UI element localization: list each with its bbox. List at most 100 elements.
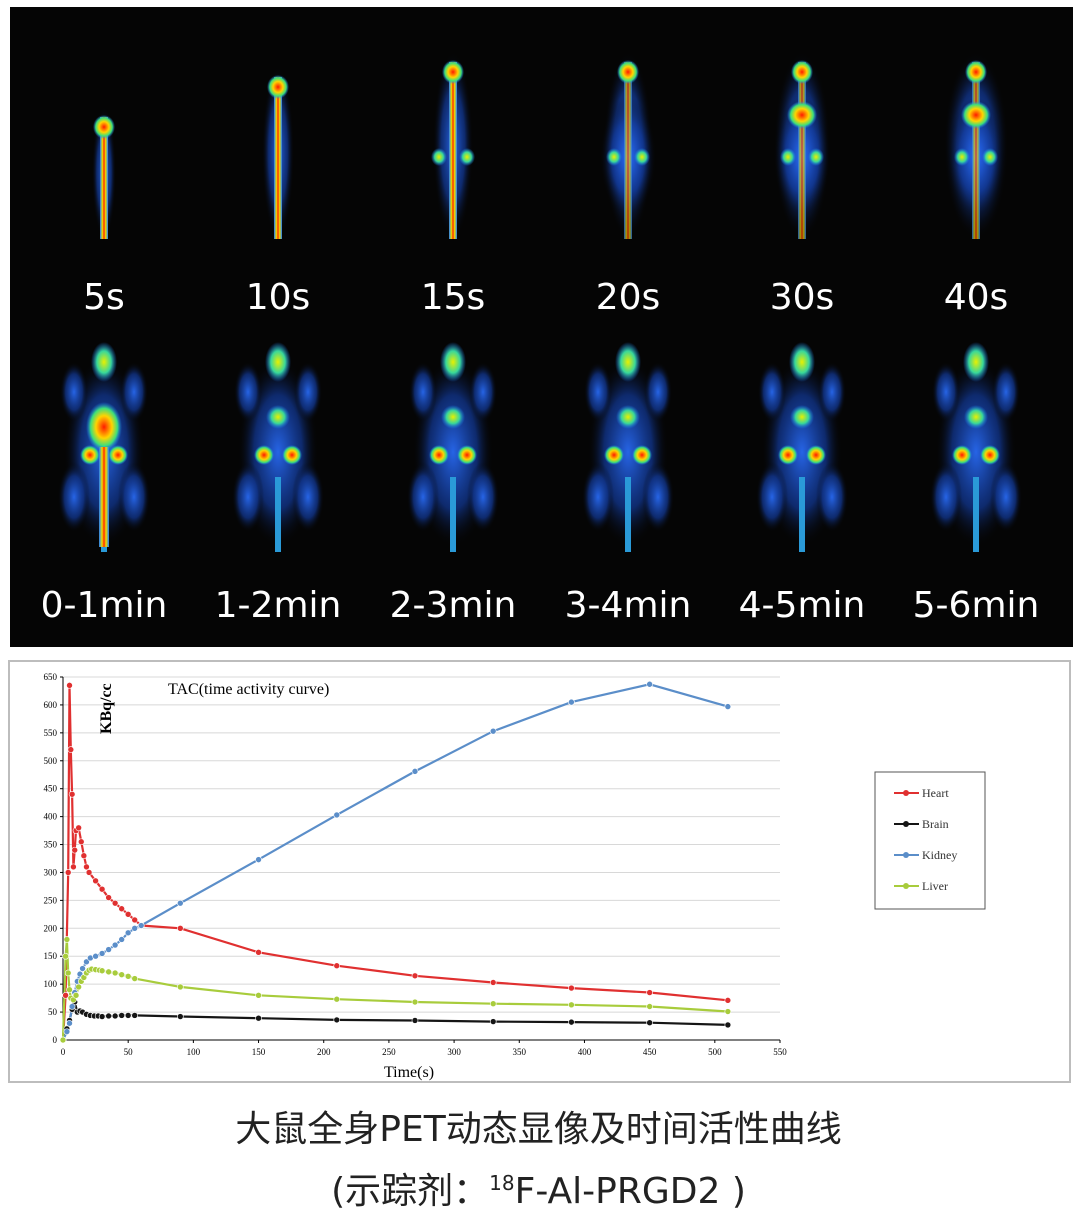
pet-frame-early-2 [262, 67, 294, 239]
y-tick-label: 300 [44, 867, 58, 877]
pet-frame-early-5 [774, 52, 830, 239]
data-point-liver [646, 1003, 653, 1010]
x-tick-label: 150 [252, 1047, 266, 1057]
data-point-heart [111, 899, 119, 907]
caption-title: 大鼠全身PET动态显像及时间活性曲线 [235, 1109, 842, 1150]
y-tick-label: 0 [53, 1035, 58, 1045]
data-point-kidney [63, 1028, 71, 1035]
pet-label-early-1: 5s [83, 277, 125, 318]
series-line-kidney [62, 683, 729, 1041]
data-point-kidney [79, 965, 86, 972]
data-point-liver [118, 971, 125, 978]
data-point-heart [646, 989, 653, 996]
caption-tracer-suffix: F-Al-PRGD2 ) [514, 1171, 746, 1212]
pet-frame-early-3 [431, 52, 475, 239]
data-point-heart [62, 992, 69, 999]
pet-frame-early-1 [92, 107, 116, 239]
data-point-kidney [66, 1019, 73, 1027]
data-point-kidney [98, 950, 106, 957]
data-point-brain [118, 1012, 125, 1019]
y-tick-label: 400 [44, 812, 58, 822]
data-point-kidney [92, 952, 99, 960]
data-point-heart [66, 682, 73, 689]
data-point-heart [131, 916, 138, 924]
x-tick-label: 400 [578, 1047, 592, 1057]
y-tick-label: 650 [44, 672, 58, 682]
data-point-kidney [131, 925, 138, 932]
pet-label-late-6: 5-6min [913, 585, 1040, 626]
x-tick-label: 450 [643, 1047, 657, 1057]
data-point-brain [489, 1018, 497, 1025]
data-point-heart [83, 863, 90, 871]
chart-title: TAC(time activity curve) [168, 681, 329, 698]
data-point-liver [59, 1036, 67, 1044]
y-tick-label: 550 [44, 728, 58, 738]
data-point-liver [177, 983, 184, 991]
series-line-liver [61, 939, 728, 1041]
pet-label-early-6: 40s [944, 277, 1009, 318]
data-point-liver [724, 1008, 732, 1015]
pet-label-early-2: 10s [246, 277, 311, 318]
legend-item-heart: Heart [894, 786, 949, 800]
tac-chart: 0 50 100 150 200 250 300 350 400 450 500 550 600 650 0… [44, 672, 986, 1081]
pet-frame-late-3 [407, 342, 499, 552]
legend-marker-kidney [903, 852, 909, 858]
data-point-heart [98, 885, 106, 893]
data-point-heart [568, 984, 575, 992]
legend-item-brain: Brain [894, 817, 949, 831]
data-point-heart [411, 972, 419, 980]
data-point-brain [724, 1021, 732, 1029]
y-tick-label: 450 [44, 784, 58, 794]
data-point-liver [75, 983, 82, 991]
pet-image-panel: 5s 0-1min 10s 1-2min 15s 2-3min 20s 3-4min 30s 4-… [10, 7, 1073, 647]
chart-ylabel: KBq/cc [98, 683, 115, 734]
y-tick-label: 200 [44, 923, 58, 933]
data-point-liver [64, 969, 72, 977]
data-point-kidney [124, 929, 132, 937]
pet-label-late-5: 4-5min [739, 585, 866, 626]
x-tick-label: 250 [382, 1047, 396, 1057]
data-point-brain [131, 1012, 138, 1019]
x-tick-label: 500 [708, 1047, 722, 1057]
pet-label-late-1: 0-1min [41, 585, 168, 626]
data-point-heart [80, 852, 88, 860]
caption-tracer: (示踪剂：18F-Al-PRGD2 ) [0, 1162, 1077, 1214]
data-point-kidney [68, 1003, 76, 1010]
data-point-liver [98, 967, 106, 975]
data-point-liver [105, 968, 112, 976]
chart-xlabel: Time(s) [384, 1064, 434, 1081]
pet-label-early-5: 30s [770, 277, 835, 318]
data-point-brain [98, 1013, 106, 1020]
legend-label-heart: Heart [922, 786, 949, 800]
y-tick-label: 100 [44, 979, 58, 989]
data-point-heart [71, 846, 79, 854]
pet-label-late-2: 1-2min [215, 585, 342, 626]
data-point-brain [255, 1014, 262, 1022]
data-point-heart [77, 838, 85, 846]
data-point-liver [489, 1000, 497, 1008]
data-point-brain [646, 1019, 653, 1026]
pet-frame-late-2 [232, 342, 324, 552]
data-point-brain [111, 1012, 119, 1020]
pet-label-late-4: 3-4min [565, 585, 692, 626]
data-point-heart [177, 925, 184, 932]
data-point-liver [63, 936, 71, 943]
series-line-brain [61, 998, 728, 1041]
pet-label-early-4: 20s [596, 277, 661, 318]
data-point-heart [333, 962, 341, 970]
data-point-heart [489, 979, 497, 986]
y-tick-label: 50 [48, 1007, 58, 1017]
data-point-brain [177, 1013, 184, 1020]
data-point-kidney [177, 899, 184, 907]
data-point-kidney [83, 958, 90, 966]
y-tick-label: 500 [44, 756, 58, 766]
x-tick-label: 200 [317, 1047, 331, 1057]
data-point-heart [92, 877, 99, 885]
data-point-brain [124, 1012, 132, 1019]
data-point-heart [70, 863, 77, 871]
data-point-kidney [646, 680, 653, 688]
data-point-liver [66, 986, 73, 994]
y-tick-label: 350 [44, 840, 58, 850]
data-point-liver [131, 975, 138, 982]
data-point-liver [111, 969, 119, 977]
